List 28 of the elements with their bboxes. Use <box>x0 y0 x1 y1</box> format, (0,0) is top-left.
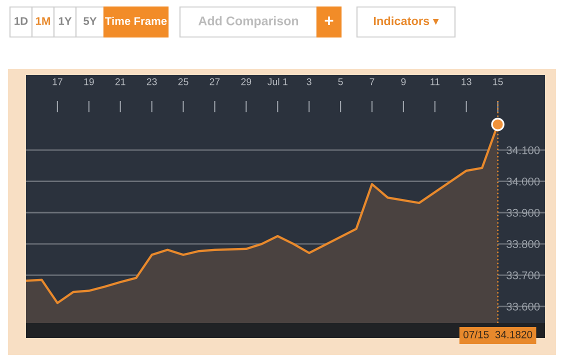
x-tick-label: 23 <box>146 78 157 86</box>
x-tick-label: 25 <box>178 78 188 86</box>
x-tick-label: Jul 1 <box>268 78 288 86</box>
x-tick-label: 21 <box>115 78 126 86</box>
y-tick-label: 33.800 <box>506 240 540 248</box>
x-tick-label: 17 <box>52 78 62 86</box>
text: Add Comparison <box>198 16 298 28</box>
y-tick-label: 33.900 <box>506 208 540 217</box>
x-tick-label: 9 <box>401 78 406 86</box>
text: Time Frame <box>105 16 167 25</box>
text: Indicators ▾ <box>374 16 439 26</box>
x-tick-label: 27 <box>210 78 220 86</box>
text: 1Y <box>58 17 72 25</box>
y-tick-label: 33.600 <box>506 302 540 311</box>
y-tick-label: 34.100 <box>506 146 540 154</box>
text: + <box>324 16 334 25</box>
text: 1M <box>36 17 50 25</box>
text: 5Y <box>84 17 97 25</box>
x-tick-label: 3 <box>306 78 312 86</box>
x-tick-label: 5 <box>338 78 343 86</box>
x-tick-label: 13 <box>462 78 472 86</box>
ref-line-label: 07/15 34.1820 <box>463 330 532 338</box>
x-tick-label: 15 <box>493 78 503 86</box>
x-tick-label: 7 <box>370 78 374 86</box>
x-tick-label: 11 <box>430 78 440 86</box>
x-tick-label: 29 <box>241 78 252 86</box>
text: 1D <box>14 17 28 25</box>
x-tick-label: 19 <box>84 78 94 86</box>
